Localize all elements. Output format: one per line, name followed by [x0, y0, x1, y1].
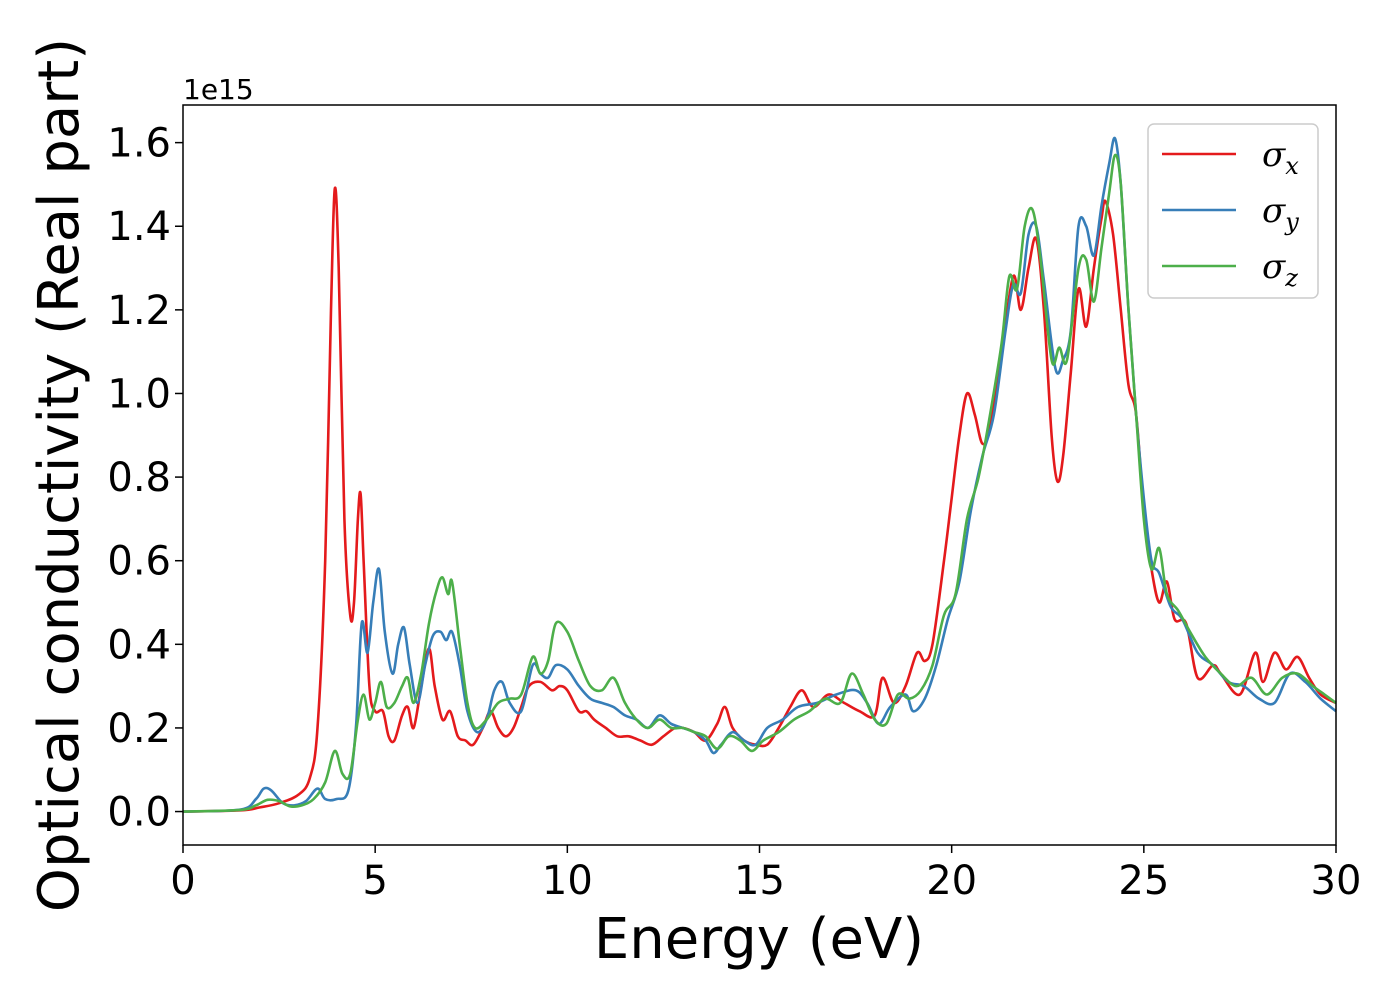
y-offset-label: 1e15 — [183, 73, 254, 106]
legend-label-x: σx — [1262, 135, 1299, 180]
y-axis-title: Optical conductivity (Real part) — [27, 38, 92, 912]
series-line-z — [182, 153, 1337, 813]
legend-label-z: σz — [1262, 247, 1298, 292]
y-tick-label: 0.8 — [107, 455, 171, 501]
y-tick-label: 1.4 — [107, 204, 171, 250]
x-tick-label: 20 — [926, 858, 977, 904]
x-axis-title: Energy (eV) — [594, 907, 924, 972]
y-tick-label: 1.0 — [107, 371, 171, 417]
series-line-y — [182, 136, 1337, 813]
x-tick-label: 0 — [170, 858, 195, 904]
x-tick-label: 15 — [734, 858, 785, 904]
x-tick-label: 5 — [362, 858, 387, 904]
legend: σx σy σz — [1147, 123, 1319, 299]
series-line-x — [182, 186, 1337, 813]
x-tick-label: 10 — [542, 858, 593, 904]
y-tick-label: 0.0 — [107, 790, 171, 836]
y-tick-label: 0.6 — [107, 539, 171, 585]
x-tick-label: 30 — [1311, 858, 1362, 904]
y-tick-label: 1.6 — [107, 121, 171, 167]
y-tick-label: 0.4 — [107, 622, 171, 668]
y-tick-label: 1.2 — [107, 288, 171, 334]
y-tick-label: 0.2 — [107, 706, 171, 752]
x-tick-label: 25 — [1118, 858, 1169, 904]
legend-label-y: σy — [1262, 191, 1299, 236]
axis-ticks: 0 5 10 15 20 25 30 0.0 0.2 0.4 0.6 0.8 1.0 1.2 1.4 1.6 — [107, 121, 1361, 904]
series-lines — [182, 136, 1337, 813]
